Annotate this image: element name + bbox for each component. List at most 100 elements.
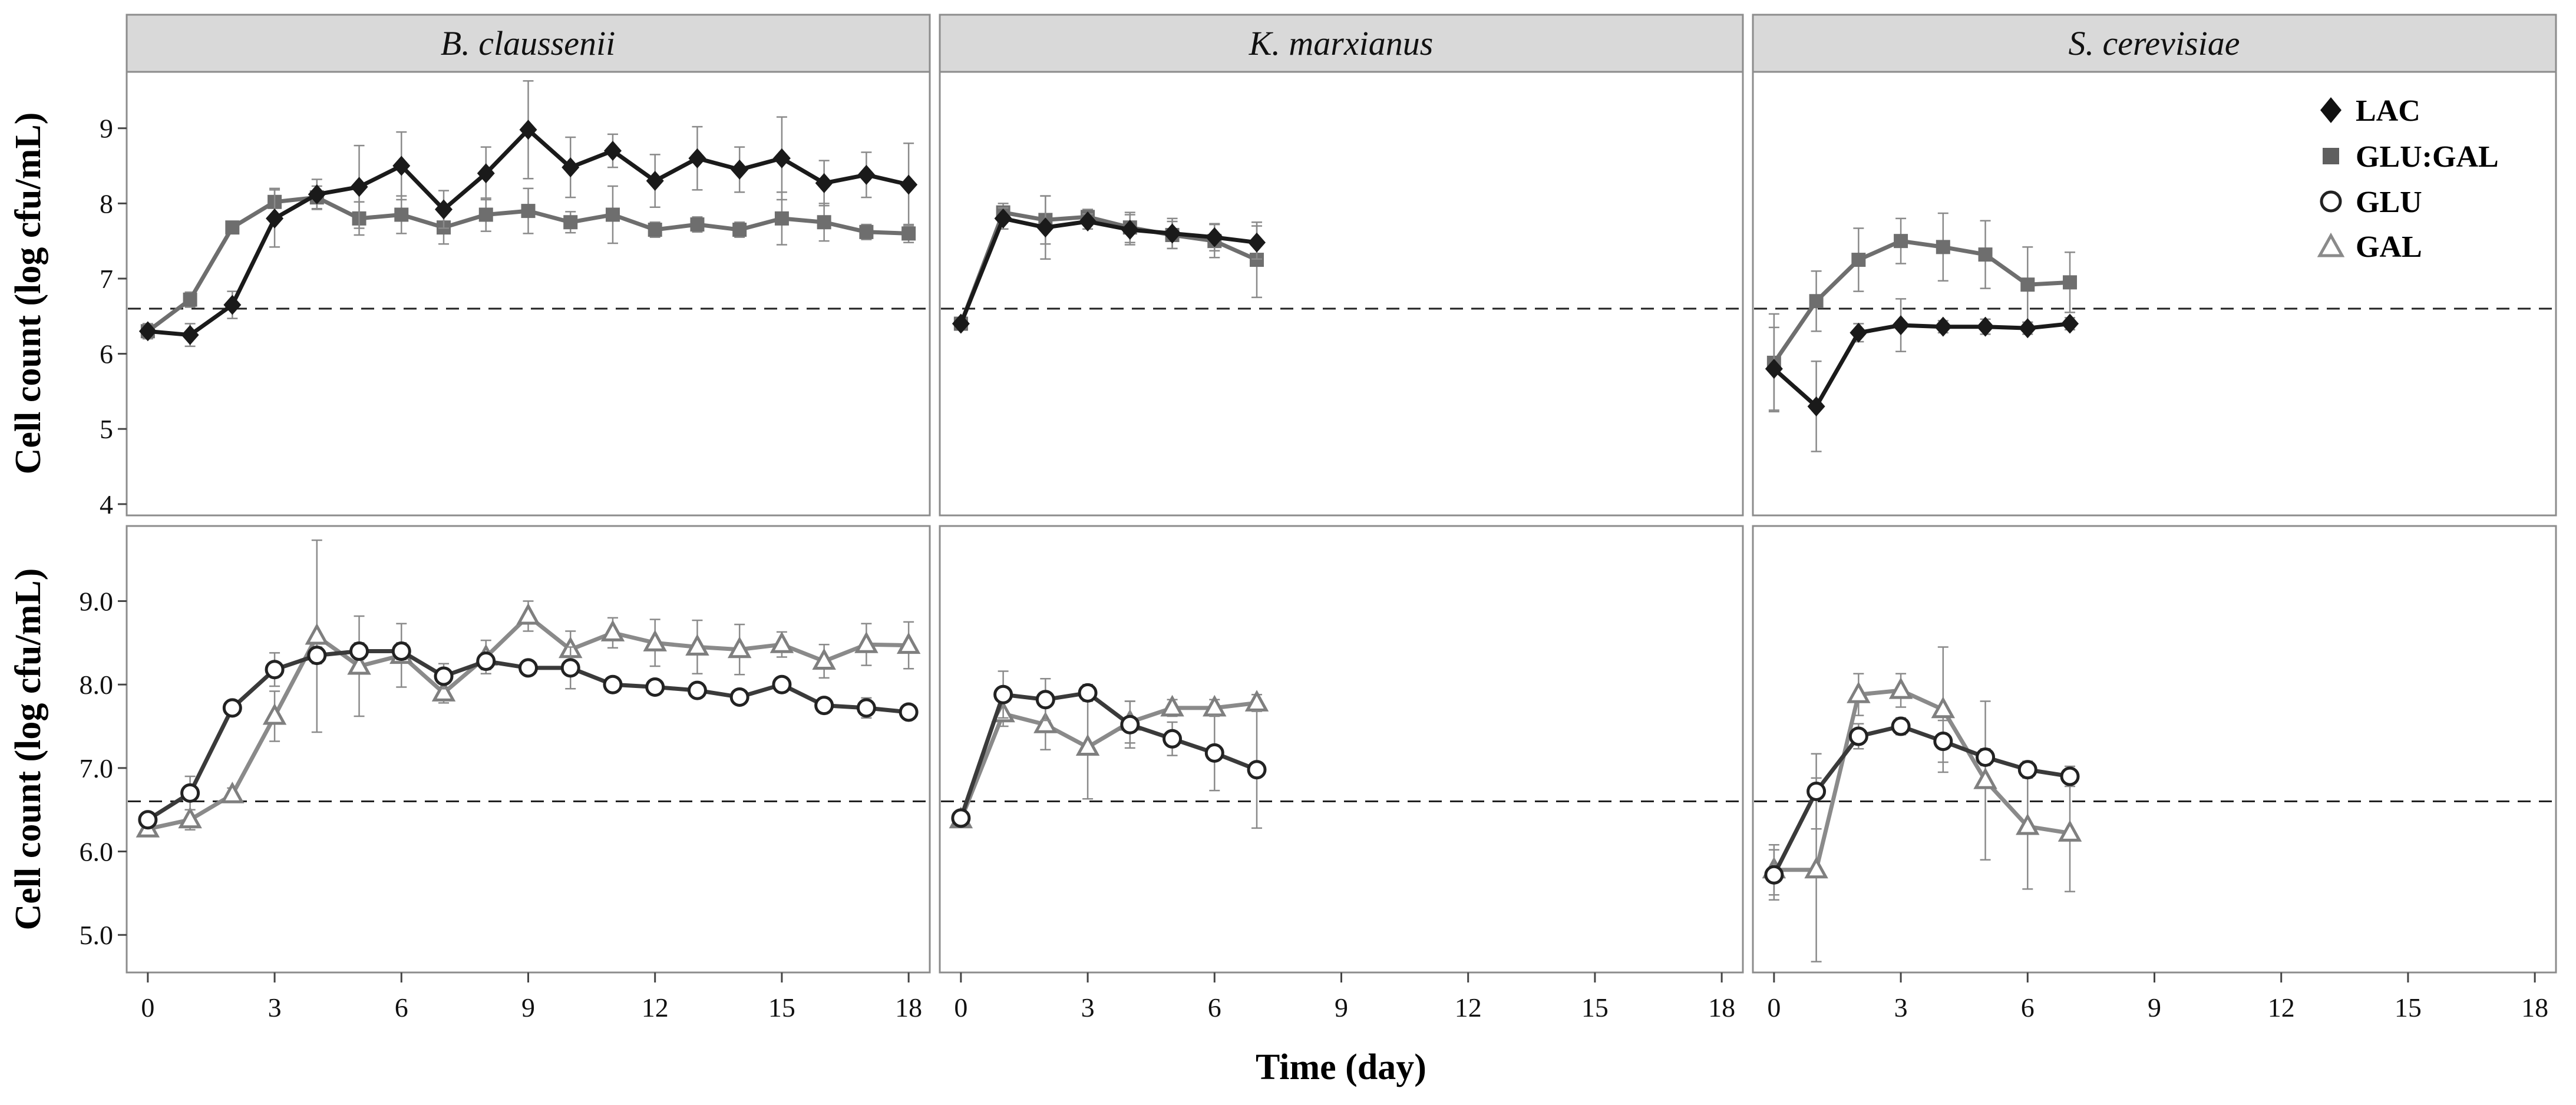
- point-gal-day2: [1033, 712, 1058, 733]
- point-glu-gal-day7: [2063, 275, 2078, 290]
- point-gal-day5: [1973, 767, 1997, 789]
- point-glu-gal-day9: [521, 204, 536, 219]
- legend-label-glu-gal: GLU:GAL: [2356, 140, 2499, 174]
- y-tick-label-row1-5: 5.0: [80, 920, 114, 950]
- legend-triangle-icon: [2317, 232, 2345, 257]
- series-glu-r1-s-cerevisiae: [1764, 716, 2080, 901]
- point-gal-day9: [516, 603, 540, 625]
- point-lac-day12: [646, 171, 664, 191]
- point-lac-day8: [477, 163, 495, 184]
- point-glu-day15: [772, 674, 792, 694]
- x-tick-label-s-cerevisiae-15: 15: [2395, 992, 2422, 1023]
- point-lac-day7: [1248, 232, 1266, 253]
- strip-label-b-claussenii: B. claussenii: [441, 24, 615, 62]
- series-line-lac: [1772, 322, 2070, 409]
- point-glu-day2: [222, 698, 242, 718]
- series-line-gal: [147, 614, 909, 831]
- point-glu-day6: [1204, 743, 1224, 763]
- point-glu-day4: [307, 646, 327, 666]
- legend-item-glu: GLU: [2320, 186, 2422, 219]
- point-glu-gal-day1: [183, 292, 197, 307]
- point-gal-day3: [1888, 677, 1913, 699]
- point-lac-day17: [857, 164, 876, 185]
- x-tick-label-b-claussenii-9: 9: [521, 992, 535, 1023]
- point-lac-day1: [994, 208, 1012, 229]
- point-gal-day13: [685, 634, 709, 656]
- x-tick-label-b-claussenii-6: 6: [395, 992, 408, 1023]
- series-glu-gal-r0-b-claussenii: [140, 185, 916, 339]
- y-axis-title-top: Cell count (log cfu/mL): [8, 113, 48, 475]
- point-gal-day7: [431, 680, 456, 702]
- point-glu-day5: [349, 641, 369, 661]
- point-glu-day6: [391, 641, 411, 661]
- legend-circle-icon: [2320, 190, 2342, 213]
- legend-diamond-icon: [2320, 97, 2341, 123]
- point-glu-gal-day17: [859, 224, 874, 239]
- point-glu-day3: [1078, 683, 1098, 703]
- point-glu-gal-day15: [774, 211, 789, 226]
- reference-lines: [128, 307, 2555, 803]
- point-gal-day1: [1804, 856, 1828, 879]
- point-gal-day18: [896, 632, 921, 654]
- strip-headers: B. claussenii K. marxianus S. cerevisiae: [126, 14, 2557, 73]
- point-glu-gal-day14: [732, 223, 747, 237]
- strip-bg-col-0: [126, 14, 931, 73]
- point-lac-day7: [2061, 313, 2079, 334]
- point-lac-day0: [1765, 359, 1783, 379]
- point-glu-day4: [1120, 714, 1140, 735]
- point-lac-day3: [1892, 315, 1910, 336]
- series-gal-r1-b-claussenii: [136, 539, 921, 838]
- point-lac-day0: [138, 321, 157, 342]
- panel-frame-r0-c1: [939, 71, 1744, 517]
- point-lac-day6: [1206, 227, 1224, 247]
- point-lac-day2: [1036, 217, 1055, 238]
- point-glu-day5: [1162, 729, 1183, 749]
- x-tick-label-s-cerevisiae-18: 18: [2521, 992, 2548, 1023]
- point-glu-gal-day2: [225, 220, 240, 235]
- point-glu-gal-day10: [563, 215, 578, 230]
- y-tick-label-row1-9: 9.0: [80, 587, 114, 617]
- x-tick-label-b-claussenii-0: 0: [141, 992, 154, 1023]
- point-lac-day5: [1976, 316, 1994, 337]
- legend-square-icon: [2323, 148, 2339, 164]
- y-tick-label-row0-7: 7: [100, 264, 113, 294]
- point-glu-day16: [814, 696, 834, 716]
- x-tick-label-b-claussenii-3: 3: [268, 992, 282, 1023]
- point-lac-day4: [1934, 316, 1952, 337]
- point-glu-day6: [2017, 760, 2037, 780]
- point-glu-gal-day6: [2020, 277, 2035, 292]
- point-gal-day5: [347, 653, 371, 675]
- point-glu-gal-day16: [817, 215, 831, 230]
- series-glu-r1-b-claussenii: [138, 641, 919, 830]
- point-gal-day7: [2058, 820, 2082, 842]
- point-lac-day13: [688, 148, 706, 168]
- point-lac-day5: [350, 177, 368, 197]
- point-glu-day10: [560, 658, 580, 678]
- panel-frame-r1-c2: [1752, 525, 2557, 974]
- point-glu-day0: [138, 810, 158, 830]
- point-glu-day7: [2060, 766, 2080, 786]
- legend-label-gal: GAL: [2356, 230, 2422, 264]
- point-lac-day1: [1807, 396, 1825, 416]
- point-glu-day12: [645, 677, 665, 697]
- point-gal-day4: [305, 623, 329, 645]
- point-glu-day8: [476, 651, 496, 671]
- point-gal-day14: [727, 636, 752, 659]
- point-lac-day4: [308, 184, 326, 205]
- y-tick-label-row0-4: 4: [100, 489, 113, 520]
- panel-frames: [126, 71, 2557, 974]
- x-tick-label-k-marxianus-12: 12: [1455, 992, 1482, 1023]
- panel-frame-r1-c1: [939, 525, 1744, 974]
- y-tick-label-row0-8: 8: [100, 188, 113, 219]
- x-tick-label-b-claussenii-18: 18: [895, 992, 922, 1023]
- series-glu-gal-r0-s-cerevisiae: [1766, 212, 2078, 413]
- x-tick-label-s-cerevisiae-9: 9: [2148, 992, 2161, 1023]
- panel-frame-r0-c0: [126, 71, 931, 517]
- point-lac-day14: [731, 159, 749, 180]
- x-tick-label-k-marxianus-6: 6: [1208, 992, 1221, 1023]
- point-lac-day18: [900, 174, 918, 195]
- point-lac-day7: [435, 199, 453, 220]
- x-tick-label-b-claussenii-12: 12: [642, 992, 669, 1023]
- point-glu-gal-day2: [1851, 253, 1866, 267]
